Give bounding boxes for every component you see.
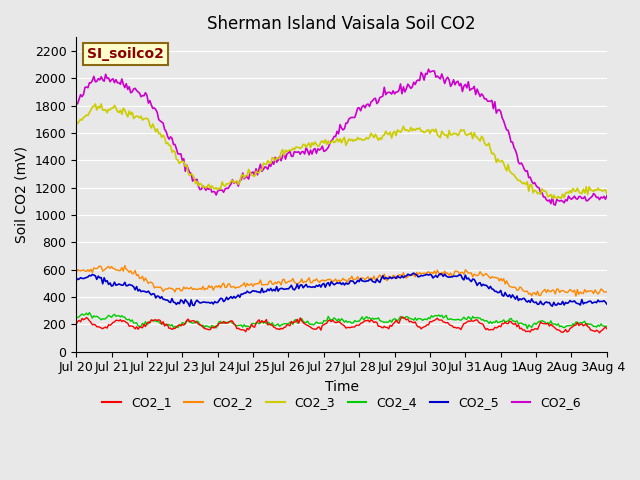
CO2_5	[171, 300, 179, 305]
CO2_6	[374, 99, 382, 105]
CO2_4	[406, 315, 413, 321]
Text: SI_soilco2: SI_soilco2	[87, 47, 164, 61]
CO2_1	[392, 317, 400, 323]
CO2_3	[173, 156, 180, 162]
CO2_3	[97, 101, 105, 107]
CO2_6	[72, 102, 80, 108]
CO2_6	[392, 89, 400, 95]
CO2_5	[406, 272, 413, 278]
Line: CO2_5: CO2_5	[76, 273, 607, 306]
CO2_2	[540, 288, 547, 294]
CO2_1	[171, 325, 179, 331]
CO2_2	[406, 273, 413, 278]
CO2_1	[540, 321, 547, 326]
CO2_4	[88, 315, 96, 321]
X-axis label: Time: Time	[324, 380, 358, 394]
CO2_5	[87, 273, 95, 279]
CO2_4	[86, 310, 93, 315]
CO2_3	[540, 188, 547, 194]
CO2_5	[72, 275, 80, 280]
CO2_6	[603, 193, 611, 199]
CO2_4	[603, 324, 611, 329]
CO2_5	[541, 300, 548, 306]
CO2_6	[540, 194, 547, 200]
CO2_2	[173, 286, 180, 291]
CO2_6	[171, 142, 179, 147]
Title: Sherman Island Vaisala Soil CO2: Sherman Island Vaisala Soil CO2	[207, 15, 476, 33]
CO2_1	[406, 319, 413, 325]
CO2_5	[376, 279, 384, 285]
CO2_6	[404, 81, 412, 87]
CO2_2	[121, 263, 129, 268]
CO2_3	[87, 107, 95, 113]
Y-axis label: Soil CO2 (mV): Soil CO2 (mV)	[15, 146, 29, 243]
Line: CO2_1: CO2_1	[76, 317, 607, 333]
CO2_4	[173, 324, 180, 330]
CO2_4	[394, 318, 401, 324]
CO2_3	[72, 119, 80, 124]
CO2_5	[603, 301, 611, 307]
Legend: CO2_1, CO2_2, CO2_3, CO2_4, CO2_5, CO2_6: CO2_1, CO2_2, CO2_3, CO2_4, CO2_5, CO2_6	[97, 391, 586, 414]
CO2_1	[87, 320, 95, 325]
CO2_2	[376, 272, 384, 278]
CO2_1	[603, 326, 611, 332]
CO2_2	[394, 276, 401, 281]
CO2_5	[410, 270, 417, 276]
CO2_3	[406, 129, 413, 134]
CO2_6	[87, 80, 95, 86]
CO2_1	[72, 322, 80, 327]
CO2_2	[72, 270, 80, 276]
CO2_2	[572, 293, 580, 299]
CO2_1	[596, 330, 604, 336]
CO2_3	[376, 135, 384, 141]
CO2_3	[603, 191, 611, 197]
CO2_4	[72, 314, 80, 320]
CO2_5	[186, 303, 193, 309]
CO2_5	[394, 273, 401, 279]
CO2_4	[524, 325, 531, 331]
CO2_6	[425, 66, 433, 72]
Line: CO2_3: CO2_3	[76, 104, 607, 198]
CO2_4	[541, 319, 548, 325]
CO2_1	[398, 314, 406, 320]
CO2_1	[374, 324, 382, 329]
Line: CO2_2: CO2_2	[76, 265, 607, 296]
CO2_3	[394, 127, 401, 133]
CO2_4	[376, 318, 384, 324]
Line: CO2_6: CO2_6	[76, 69, 607, 205]
Line: CO2_4: CO2_4	[76, 312, 607, 328]
CO2_2	[603, 289, 611, 295]
CO2_6	[552, 202, 559, 208]
CO2_2	[87, 266, 95, 272]
CO2_3	[548, 195, 556, 201]
